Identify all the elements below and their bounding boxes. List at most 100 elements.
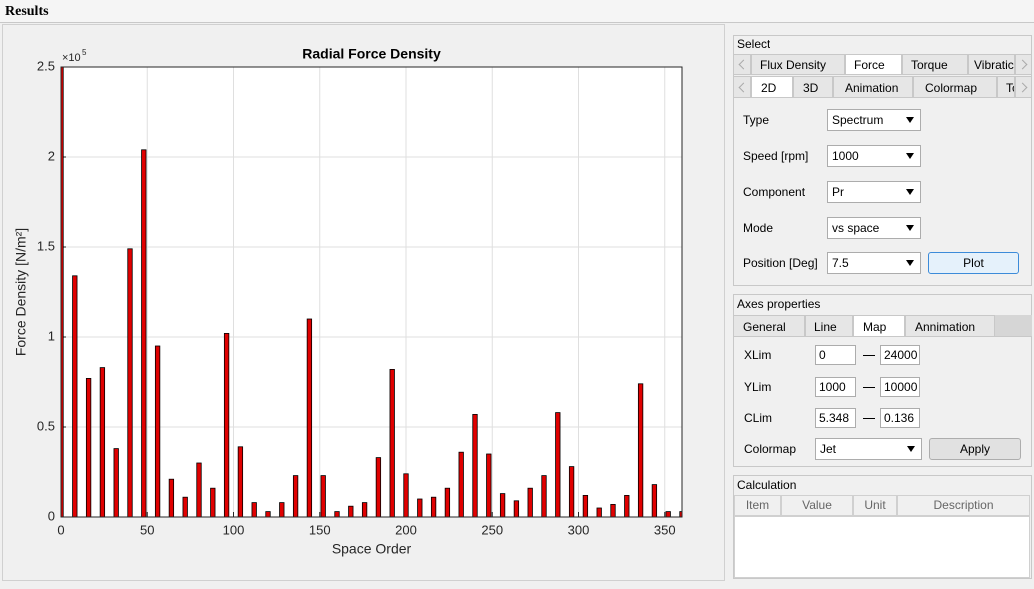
bar (665, 511, 671, 517)
input[interactable]: 0.136 (880, 408, 920, 428)
panel-frame (733, 294, 1032, 467)
bar (127, 248, 133, 517)
table-header: Value (781, 495, 853, 516)
tab[interactable]: Colormap (913, 76, 997, 98)
bars (61, 66, 682, 517)
bar (596, 507, 602, 517)
dropdown-arrow (906, 153, 914, 159)
x-tick-label: 200 (395, 522, 417, 537)
dropdown-arrow (906, 260, 914, 266)
input[interactable]: 24000 (880, 345, 920, 365)
panel-title: Calculation (737, 478, 797, 492)
tab[interactable]: Animation (833, 76, 913, 98)
button[interactable]: Apply (929, 438, 1021, 460)
x-tick-label: 100 (223, 522, 245, 537)
bar (679, 511, 682, 517)
table-header: Item (734, 495, 781, 516)
bar (85, 377, 92, 517)
y-tick-label: 0 (48, 508, 55, 523)
tab[interactable]: Vibratic (968, 54, 1015, 75)
bar (61, 66, 64, 517)
field-label: Type (743, 113, 770, 127)
field-label: Mode (743, 221, 774, 235)
bar (555, 412, 561, 517)
bar (458, 451, 464, 517)
tab[interactable]: 3D (793, 76, 833, 98)
panel-title: Select (737, 37, 771, 51)
bar (348, 505, 354, 517)
tab[interactable]: Torque (902, 54, 968, 75)
dropdown[interactable]: 7.5 (827, 252, 921, 274)
x-tick-label: 150 (309, 522, 331, 537)
table-header: Unit (853, 495, 897, 516)
axes-box (60, 66, 683, 518)
tab[interactable]: Line (805, 315, 853, 337)
y-multiplier-power: 5 (82, 48, 87, 57)
bar (320, 475, 326, 517)
x-tick-label: 300 (568, 522, 590, 537)
field-label: XLim (744, 348, 772, 362)
input[interactable]: 10000 (880, 377, 920, 397)
bar (486, 453, 492, 517)
bar (182, 496, 188, 517)
y-axis-label: Force Density [N/m²] (13, 228, 29, 356)
bar (389, 368, 395, 517)
field-label: Component (743, 185, 806, 199)
panel-frame (733, 35, 1032, 286)
table-header: Description (897, 495, 1030, 516)
tab-row (1015, 54, 1032, 75)
bar (527, 487, 533, 517)
x-tick-label: 50 (140, 522, 154, 537)
field-label: YLim (744, 380, 772, 394)
button[interactable]: Plot (928, 252, 1019, 274)
x-axis-label: Space Order (332, 541, 412, 557)
dash (863, 355, 875, 356)
chart-title: Radial Force Density (302, 46, 441, 62)
tab[interactable]: 2D (751, 76, 793, 98)
table-body (734, 516, 1030, 578)
bar (651, 484, 658, 517)
tab-row (733, 54, 751, 75)
bar (168, 478, 175, 517)
header-bar (0, 0, 1034, 23)
dropdown[interactable]: vs space (827, 217, 921, 239)
tab[interactable]: Map (853, 315, 905, 337)
dropdown-arrow (906, 117, 914, 123)
dropdown[interactable]: Jet (815, 438, 922, 460)
x-tick-label: 0 (57, 522, 64, 537)
panel-frame (733, 475, 1032, 579)
dropdown-arrow (906, 225, 914, 231)
panel-title: Axes properties (737, 297, 821, 311)
tab[interactable]: General (733, 315, 805, 337)
bar (306, 318, 313, 517)
input[interactable]: 0 (815, 345, 856, 365)
tab[interactable]: Annimation (905, 315, 995, 337)
bar (499, 493, 506, 517)
bar (361, 502, 368, 517)
y-tick-label: 2.5 (37, 58, 55, 73)
tab[interactable]: Tc (997, 76, 1015, 98)
header-title: Results (5, 4, 49, 19)
field-label: Position [Deg] (743, 256, 818, 270)
dropdown[interactable]: Pr (827, 181, 921, 203)
bar (113, 448, 119, 517)
bar (251, 502, 257, 517)
tab-row (1015, 76, 1032, 98)
field-label: Colormap (744, 442, 797, 456)
bar (417, 498, 423, 517)
tab[interactable]: Force (845, 54, 902, 75)
tab[interactable]: Flux Density (751, 54, 845, 75)
chart-frame (2, 24, 725, 581)
bar (265, 511, 271, 517)
y-tick-label: 1 (48, 328, 55, 343)
input[interactable]: 5.348 (815, 408, 856, 428)
input[interactable]: 1000 (815, 377, 856, 397)
bar (223, 332, 230, 517)
dash (863, 418, 875, 419)
bar (568, 466, 575, 517)
dropdown-arrow (907, 446, 915, 452)
dropdown[interactable]: Spectrum (827, 109, 921, 131)
dropdown[interactable]: 1000 (827, 145, 921, 167)
bar (375, 457, 382, 517)
